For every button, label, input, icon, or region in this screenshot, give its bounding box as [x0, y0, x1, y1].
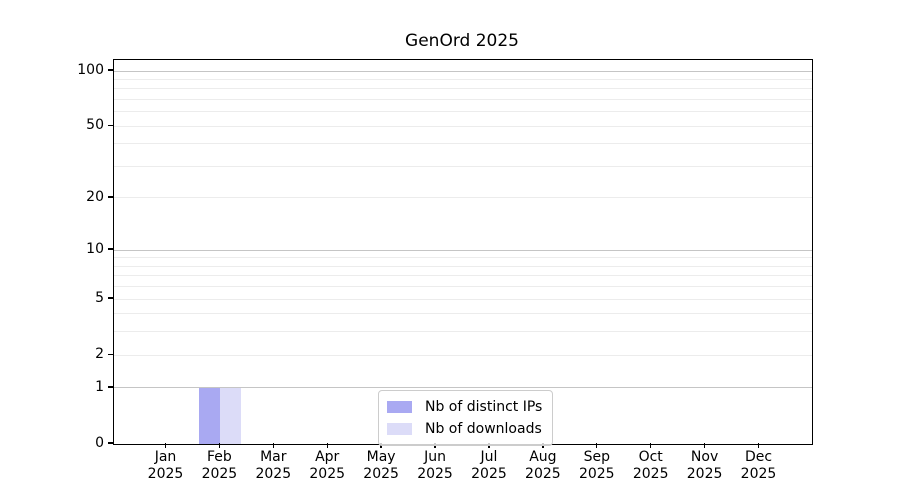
bar-distinct-ips-feb — [199, 387, 221, 444]
x-tick-mark-nov — [703, 443, 706, 448]
x-tick-mark-apr — [326, 443, 328, 448]
y-tick-label-1: 1 — [95, 378, 104, 395]
gridline-major-1 — [114, 387, 812, 389]
legend-swatch-downloads — [387, 423, 412, 435]
gridline-minor-30 — [114, 165, 812, 167]
gridline-minor-7 — [114, 275, 812, 277]
x-tick-mark-mar — [272, 443, 274, 448]
y-tick-mark-50 — [108, 124, 113, 126]
plot-area — [113, 59, 813, 445]
legend-label-downloads: Nb of downloads — [425, 421, 542, 437]
x-tick-label-may: May 2025 — [363, 449, 399, 482]
gridline-minor-20 — [114, 197, 812, 199]
gridline-minor-8 — [114, 265, 812, 267]
x-tick-label-sep: Sep 2025 — [578, 449, 615, 482]
x-tick-label-jul: Jul 2025 — [471, 449, 507, 482]
y-tick-mark-20 — [108, 196, 113, 198]
gridline-minor-5 — [114, 298, 812, 300]
gridline-minor-3 — [114, 331, 812, 333]
legend: Nb of distinct IPs Nb of downloads — [378, 390, 554, 446]
legend-item-distinct-ips: Nb of distinct IPs — [387, 396, 542, 418]
x-tick-label-jun: Jun 2025 — [417, 449, 453, 482]
y-tick-label-100: 100 — [77, 62, 104, 78]
gridline-minor-70 — [114, 98, 812, 100]
y-tick-label-10: 10 — [86, 241, 104, 258]
chart-title: GenOrd 2025 — [405, 31, 519, 51]
x-tick-mark-sep — [596, 443, 598, 448]
x-tick-label-dec: Dec 2025 — [740, 449, 777, 482]
y-tick-mark-0 — [108, 442, 113, 444]
gridline-minor-50 — [114, 125, 812, 127]
gridline-minor-40 — [114, 143, 812, 145]
y-tick-mark-5 — [108, 297, 113, 299]
x-tick-label-apr: Apr 2025 — [309, 449, 346, 482]
gridline-major-100 — [114, 70, 812, 72]
gridline-minor-6 — [114, 286, 812, 288]
legend-label-distinct-ips: Nb of distinct IPs — [425, 399, 543, 415]
x-tick-label-oct: Oct 2025 — [632, 449, 669, 482]
bar-downloads-feb — [220, 387, 242, 444]
y-tick-mark-100 — [108, 69, 113, 71]
y-tick-mark-10 — [108, 248, 113, 250]
gridline-minor-80 — [114, 88, 812, 90]
legend-item-downloads: Nb of downloads — [387, 418, 542, 440]
gridline-minor-2 — [114, 354, 812, 356]
y-tick-label-50: 50 — [86, 117, 104, 134]
y-tick-label-20: 20 — [86, 188, 104, 205]
y-tick-label-5: 5 — [95, 290, 104, 307]
y-tick-label-2: 2 — [95, 346, 104, 363]
gridline-minor-60 — [114, 111, 812, 113]
y-tick-mark-1 — [108, 386, 113, 388]
x-tick-label-aug: Aug 2025 — [525, 449, 561, 482]
x-tick-mark-dec — [757, 443, 760, 448]
y-tick-label-0: 0 — [95, 435, 104, 451]
x-tick-label-nov: Nov 2025 — [686, 449, 723, 482]
y-tick-mark-2 — [108, 353, 113, 355]
gridline-minor-4 — [114, 313, 812, 315]
x-tick-label-jan: Jan 2025 — [147, 449, 184, 482]
x-tick-mark-feb — [218, 443, 221, 448]
legend-swatch-distinct-ips — [387, 401, 412, 413]
x-tick-mark-jan — [164, 443, 167, 448]
gridline-major-10 — [114, 249, 812, 251]
gridline-minor-90 — [114, 78, 812, 80]
x-tick-mark-oct — [649, 443, 652, 448]
x-tick-label-mar: Mar 2025 — [255, 449, 292, 482]
gridline-minor-9 — [114, 257, 812, 259]
x-tick-label-feb: Feb 2025 — [201, 449, 238, 482]
